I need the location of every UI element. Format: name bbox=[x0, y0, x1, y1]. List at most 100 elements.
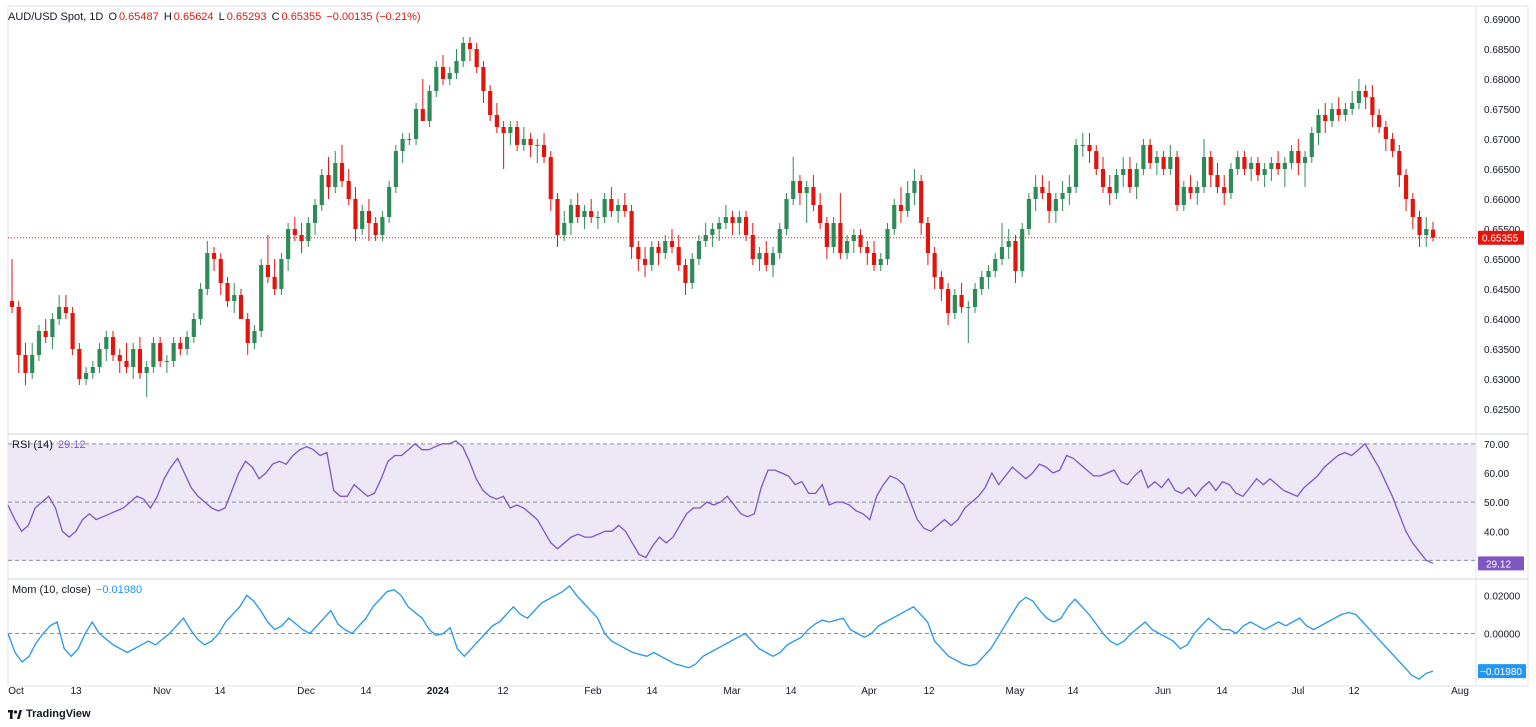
time-axis-tick: Mar bbox=[723, 686, 741, 697]
candle-body bbox=[683, 265, 688, 283]
time-axis-tick: 2024 bbox=[427, 686, 450, 697]
time-axis-tick: 14 bbox=[214, 686, 226, 697]
time-axis-tick: Apr bbox=[861, 686, 877, 697]
candle-body bbox=[1188, 187, 1193, 193]
candle-body bbox=[447, 73, 452, 79]
candle-body bbox=[151, 343, 156, 367]
close-label: C bbox=[271, 11, 280, 23]
open-value: 0.65487 bbox=[119, 11, 159, 23]
candle-body bbox=[265, 265, 271, 277]
candle-body bbox=[360, 211, 365, 229]
candle-body bbox=[366, 211, 372, 223]
candle-body bbox=[1350, 103, 1355, 109]
candle-body bbox=[1323, 115, 1328, 121]
time-axis-tick: 13 bbox=[70, 686, 82, 697]
candle-body bbox=[562, 223, 567, 235]
candle-body bbox=[1026, 199, 1032, 229]
candle-body bbox=[568, 205, 574, 223]
candle-body bbox=[1356, 91, 1362, 103]
candle-body bbox=[1410, 199, 1415, 217]
candle-body bbox=[1417, 217, 1422, 235]
candle-body bbox=[1114, 175, 1119, 193]
candle-body bbox=[1302, 157, 1308, 163]
candle-body bbox=[346, 181, 351, 199]
candle-body bbox=[205, 253, 210, 289]
candle-body bbox=[595, 217, 600, 218]
candle-body bbox=[272, 277, 277, 289]
chart-frame bbox=[7, 5, 1529, 687]
candle-body bbox=[993, 259, 998, 271]
candle-body bbox=[1397, 151, 1402, 175]
price-axis-tick: 0.66500 bbox=[1484, 165, 1521, 176]
mom-legend-label: Mom (10, close) bbox=[12, 584, 91, 596]
candle-body bbox=[1094, 151, 1099, 169]
candle-body bbox=[892, 205, 897, 229]
candle-body bbox=[171, 343, 176, 361]
candle-body bbox=[413, 109, 419, 139]
time-axis-tick: Jul bbox=[1292, 686, 1305, 697]
candle-body bbox=[717, 223, 722, 229]
candle-body bbox=[865, 247, 870, 253]
candle-body bbox=[777, 229, 782, 253]
candle-body bbox=[1148, 145, 1153, 163]
candle-body bbox=[871, 253, 877, 265]
symbol-title: AUD/USD Spot, 1D bbox=[8, 11, 104, 23]
candle-body bbox=[1073, 145, 1079, 187]
time-axis-tick: Nov bbox=[153, 686, 171, 697]
candle-body bbox=[1249, 163, 1254, 169]
candle-body bbox=[1087, 145, 1092, 151]
price-axis-tick: 0.62500 bbox=[1484, 405, 1521, 416]
candle-body bbox=[885, 229, 890, 259]
candle-body bbox=[104, 337, 109, 349]
candle-body bbox=[932, 253, 937, 277]
candle-body bbox=[124, 361, 129, 367]
candle-body bbox=[838, 223, 843, 253]
price-axis-tick: 0.67500 bbox=[1484, 105, 1521, 116]
candle-body bbox=[1100, 169, 1106, 187]
price-axis-tick: 0.68500 bbox=[1484, 45, 1521, 56]
candle-body bbox=[582, 211, 587, 217]
candle-body bbox=[474, 49, 479, 67]
time-axis-tick: Jun bbox=[1155, 686, 1171, 697]
candle-body bbox=[1228, 169, 1234, 193]
candle-body bbox=[912, 181, 917, 193]
candle-body bbox=[743, 217, 749, 235]
candle-body bbox=[1060, 193, 1065, 199]
candle-body bbox=[467, 43, 473, 49]
candle-body bbox=[972, 289, 978, 307]
candle-body bbox=[1195, 187, 1200, 193]
candle-body bbox=[959, 295, 964, 307]
candle-body bbox=[541, 145, 547, 157]
candle-body bbox=[1201, 157, 1207, 187]
candle-body bbox=[845, 241, 850, 253]
candle-body bbox=[824, 223, 829, 247]
candle-body bbox=[90, 367, 95, 373]
candle-body bbox=[43, 331, 48, 337]
time-axis-tick: 12 bbox=[923, 686, 935, 697]
candle-body bbox=[164, 361, 169, 362]
candle-body bbox=[1222, 187, 1227, 193]
candle-body bbox=[319, 175, 324, 205]
candle-body bbox=[373, 223, 378, 235]
last-price-badge bbox=[1478, 230, 1524, 245]
candle-body bbox=[16, 307, 21, 355]
candle-body bbox=[791, 181, 796, 199]
candle-body bbox=[225, 283, 230, 301]
candle-body bbox=[548, 157, 553, 199]
candle-body bbox=[393, 151, 398, 187]
time-axis-tick: 12 bbox=[1348, 686, 1360, 697]
mom-legend-value: −0.01980 bbox=[95, 584, 143, 596]
tradingview-brand[interactable]: TradingView bbox=[8, 708, 91, 720]
candle-body bbox=[642, 259, 648, 265]
candle-body bbox=[326, 175, 331, 187]
candle-body bbox=[292, 229, 297, 235]
candle-body bbox=[454, 61, 459, 73]
high-label: H bbox=[163, 11, 172, 23]
candle-body bbox=[252, 331, 257, 343]
time-axis-tick: 14 bbox=[1216, 686, 1228, 697]
candle-body bbox=[1289, 151, 1294, 163]
candle-body bbox=[380, 217, 385, 235]
time-axis-tick: Feb bbox=[584, 686, 602, 697]
candle-body bbox=[50, 319, 55, 337]
